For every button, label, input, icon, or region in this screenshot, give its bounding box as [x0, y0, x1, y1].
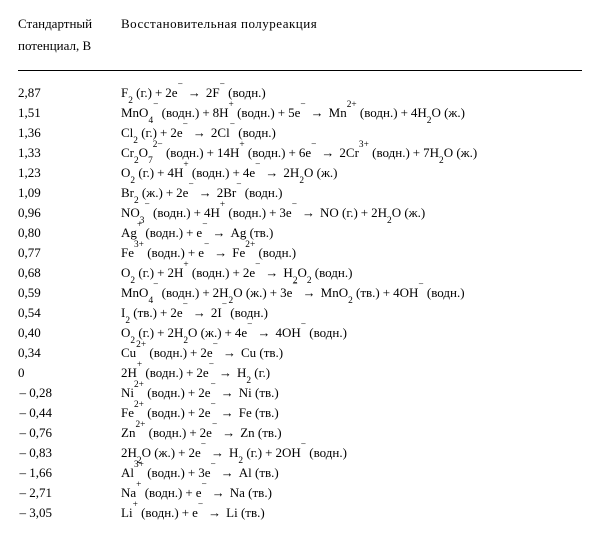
- table-row: 1,36Cl2 (г.)+2e−→2Cl− (водн.): [14, 123, 586, 143]
- potential-cell: 0,54: [14, 303, 117, 323]
- table-row: 0,77Fe3+ (водн.)+e−→Fe2+ (водн.): [14, 243, 586, 263]
- header-rule: [14, 64, 586, 83]
- table-header: Стандартный потенциал, В Восстановительн…: [14, 10, 586, 83]
- reaction-cell: Li+ (водн.)+e−→Li (тв.): [117, 503, 586, 523]
- reaction-cell: Ag+ (водн.)+e−→Ag (тв.): [117, 223, 586, 243]
- potential-cell: – 1,66: [14, 463, 117, 483]
- potential-cell: – 0,83: [14, 443, 117, 463]
- table-row: – 1,66Al3+ (водн.)+3e−→Al (тв.): [14, 463, 586, 483]
- reaction-cell: Br2 (ж.)+2e−→2Br− (водн.): [117, 183, 586, 203]
- potential-cell: 0: [14, 363, 117, 383]
- table-row: 0,59MnO4− (водн.)+2H2O (ж.)+3e−→MnO2 (тв…: [14, 283, 586, 303]
- reaction-cell: Zn2+ (водн.)+2e−→Zn (тв.): [117, 423, 586, 443]
- table-row: 1,33Cr2O72− (водн.)+14H+ (водн.)+6e−→2Cr…: [14, 143, 586, 163]
- table-row: 02H+ (водн.)+2e−→H2 (г.): [14, 363, 586, 383]
- reaction-cell: O2 (г.)+2H2O (ж.)+4e−→4OH− (водн.): [117, 323, 586, 343]
- potential-cell: – 2,71: [14, 483, 117, 503]
- header-potential: Стандартный потенциал, В: [14, 10, 117, 64]
- reaction-cell: Al3+ (водн.)+3e−→Al (тв.): [117, 463, 586, 483]
- table-row: 0,40O2 (г.)+2H2O (ж.)+4e−→4OH− (водн.): [14, 323, 586, 343]
- reaction-cell: Cu2+ (водн.)+2e−→Cu (тв.): [117, 343, 586, 363]
- reaction-cell: O2 (г.)+2H+ (водн.)+2e−→H2O2 (водн.): [117, 263, 586, 283]
- potential-cell: – 3,05: [14, 503, 117, 523]
- table-body: 2,87F2 (г.)+2e−→2F− (водн.)1,51MnO4− (во…: [14, 83, 586, 523]
- reaction-cell: Na+ (водн.)+e−→Na (тв.): [117, 483, 586, 503]
- table-row: 1,23O2 (г.)+4H+ (водн.)+4e−→2H2O (ж.): [14, 163, 586, 183]
- table-row: 1,51MnO4− (водн.)+8H+ (водн.)+5e−→Mn2+ (…: [14, 103, 586, 123]
- potential-cell: – 0,76: [14, 423, 117, 443]
- potential-cell: 0,40: [14, 323, 117, 343]
- table-row: – 0,76Zn2+ (водн.)+2e−→Zn (тв.): [14, 423, 586, 443]
- header-potential-line1: Стандартный: [18, 16, 113, 32]
- reaction-cell: Fe2+ (водн.)+2e−→Fe (тв.): [117, 403, 586, 423]
- reaction-cell: NO3− (водн.)+4H+ (водн.)+3e−→NO (г.)+2H2…: [117, 203, 586, 223]
- table-row: 0,34Cu2+ (водн.)+2e−→Cu (тв.): [14, 343, 586, 363]
- reaction-cell: 2H+ (водн.)+2e−→H2 (г.): [117, 363, 586, 383]
- potential-cell: 0,59: [14, 283, 117, 303]
- reaction-cell: Cl2 (г.)+2e−→2Cl− (водн.): [117, 123, 586, 143]
- potential-cell: 0,96: [14, 203, 117, 223]
- potential-cell: 0,80: [14, 223, 117, 243]
- header-halfreaction: Восстановительная полуреакция: [117, 10, 586, 64]
- potential-cell: 1,09: [14, 183, 117, 203]
- table-row: – 0,44Fe2+ (водн.)+2e−→Fe (тв.): [14, 403, 586, 423]
- table-row: 0,68O2 (г.)+2H+ (водн.)+2e−→H2O2 (водн.): [14, 263, 586, 283]
- potential-cell: – 0,44: [14, 403, 117, 423]
- potential-cell: 1,36: [14, 123, 117, 143]
- header-potential-line2: потенциал, В: [18, 38, 113, 54]
- reaction-cell: Ni2+ (водн.)+2e−→Ni (тв.): [117, 383, 586, 403]
- potential-cell: 1,33: [14, 143, 117, 163]
- potential-cell: 1,23: [14, 163, 117, 183]
- reaction-cell: I2 (тв.)+2e−→2I− (водн.): [117, 303, 586, 323]
- table-row: 0,80Ag+ (водн.)+e−→Ag (тв.): [14, 223, 586, 243]
- table-row: – 0,28Ni2+ (водн.)+2e−→Ni (тв.): [14, 383, 586, 403]
- potential-cell: 2,87: [14, 83, 117, 103]
- potential-cell: – 0,28: [14, 383, 117, 403]
- potential-cell: 0,68: [14, 263, 117, 283]
- electrode-potential-table: Стандартный потенциал, В Восстановительн…: [14, 10, 586, 523]
- table-row: – 2,71Na+ (водн.)+e−→Na (тв.): [14, 483, 586, 503]
- table-row: – 3,05Li+ (водн.)+e−→Li (тв.): [14, 503, 586, 523]
- potential-cell: 0,34: [14, 343, 117, 363]
- table-row: 1,09Br2 (ж.)+2e−→2Br− (водн.): [14, 183, 586, 203]
- table-row: – 0,832H2O (ж.)+2e−→H2 (г.)+2OH− (водн.): [14, 443, 586, 463]
- table-row: 0,54I2 (тв.)+2e−→2I− (водн.): [14, 303, 586, 323]
- potential-cell: 1,51: [14, 103, 117, 123]
- table-row: 0,96NO3− (водн.)+4H+ (водн.)+3e−→NO (г.)…: [14, 203, 586, 223]
- potential-cell: 0,77: [14, 243, 117, 263]
- reaction-cell: 2H2O (ж.)+2e−→H2 (г.)+2OH− (водн.): [117, 443, 586, 463]
